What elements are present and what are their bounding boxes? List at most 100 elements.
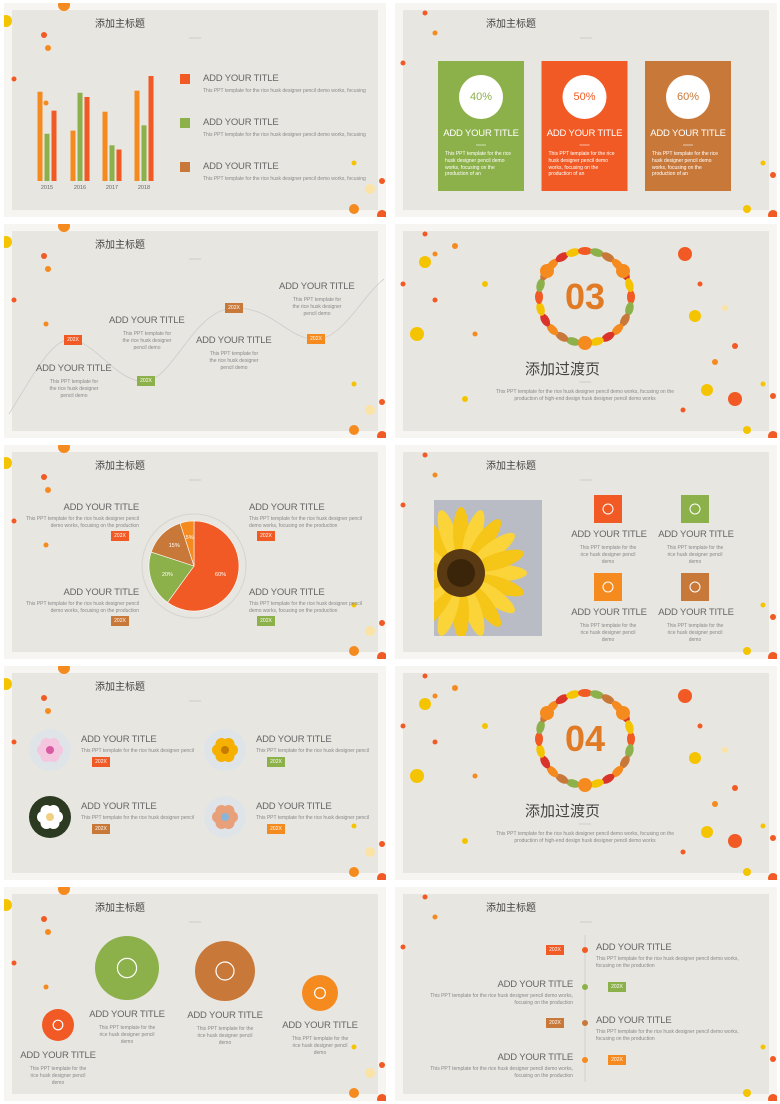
slide-title: 添加主标题 [95,19,145,30]
decor-dot [4,236,12,248]
decor-dot [379,620,385,626]
section-text: This PPT template for the rice husk desi… [495,831,675,844]
item-text: This PPT template for the rice husk desi… [291,1036,349,1056]
item-heading: ADD YOUR TITLE [196,335,272,346]
legend-swatch [180,74,190,84]
item-text: This PPT template for the rice husk desi… [666,545,724,565]
decor-dot [472,773,478,779]
year-badge: 202X [257,616,275,626]
icon-glyph [215,961,235,981]
decor-dot [351,602,357,608]
decor-dot [760,160,766,166]
wreath-leaf [601,773,615,784]
slide-canvas [4,3,386,217]
bar [116,149,122,181]
decor-dot [351,1044,357,1050]
slice-label: 20% [161,571,173,578]
bar [44,133,50,181]
decor-dot [432,251,438,257]
slide-title: 添加主标题 [95,682,145,693]
slide: 添加主标题 2015 2016 2017 2018 ADD YOUR TITLE This … [4,3,386,217]
flower-center-inner [447,559,475,587]
decor-dot [43,321,49,327]
decor-dot [743,1089,751,1097]
pumpkin [616,706,630,720]
pie-slice [148,551,195,603]
icon-glyph [689,581,701,593]
slide-canvas [4,666,386,880]
icon-glyph [602,503,614,515]
petal [434,519,455,563]
decor-dot [432,693,438,699]
card-text: This PPT template for the rice husk desi… [445,151,512,178]
wreath-leaf [555,331,569,342]
icon-box [681,495,709,523]
slice-label: 5% [185,535,194,542]
card-circle [459,75,503,119]
decor-dot [722,305,728,311]
decor-dot [768,431,777,438]
card-heading: ADD YOUR TITLE [650,128,726,139]
pumpkin [616,264,630,278]
decor-dot [422,231,428,237]
item-text: This PPT template for the rice husk desi… [596,1029,739,1042]
decor-dot [11,297,17,303]
slide: 添加主标题 40% ADD YOUR TITLE This PPT template … [395,3,777,217]
decor-dot [379,399,385,405]
section-title: 添加过渡页 [525,361,601,378]
card-circle [562,75,607,119]
decor-dot [689,752,701,764]
legend-swatch [180,162,190,172]
decor-dot [410,769,424,783]
decor-dot [432,30,438,36]
wreath-leaf [611,765,624,778]
decor-dot [732,785,738,791]
wreath-leaf [625,744,634,758]
decor-dot [4,899,12,911]
item-heading: ADD YOUR TITLE [596,1015,672,1026]
decor-dot [462,396,468,402]
petal [474,574,524,597]
decor-dot [45,487,51,493]
x-tick-label: 2015 [40,185,54,191]
card-text: This PPT template for the rice husk desi… [548,151,615,178]
decor-dot [419,698,431,710]
card-circle [666,75,710,119]
petal [434,579,451,614]
decor-dot [11,518,17,524]
petal [437,586,460,636]
wreath-leaf [625,302,634,316]
x-tick-label: 2018 [137,185,151,191]
item-heading: ADD YOUR TITLE [36,363,112,374]
decor-dot [743,868,751,876]
decor-dot [432,739,438,745]
year-badge: 202X [608,1055,626,1065]
decor-dot [462,838,468,844]
icon-glyph [689,503,701,515]
item-text: This PPT template for the rice husk desi… [203,176,366,182]
decor-dot [689,310,701,322]
decor-dot [11,739,17,745]
decor-dot [472,331,478,337]
slide: 添加主标题 202X ADD YOUR TITLE This PPT template… [395,887,777,1101]
pie-slice [179,520,195,567]
wreath-leaf [601,331,615,342]
slide: 03 添加过渡页 This PPT template for the rice hu… [395,224,777,438]
slide-canvas [4,224,386,438]
slide: 添加主标题 ADD YOUR TITLE This PPT template for… [4,666,386,880]
item-text: This PPT template for the rice husk desi… [25,516,139,529]
petal [467,583,502,627]
decor-dot [482,281,488,287]
decor-dot [41,695,47,701]
item-text: This PPT template for the rice husk desi… [49,379,99,399]
petal [434,583,455,627]
wreath-leaf [536,720,545,734]
bar [102,111,108,181]
wreath-leaf [546,765,559,778]
icon-glyph [52,1019,64,1031]
wreath-leaf [625,720,634,734]
item-heading: ADD YOUR TITLE [256,801,332,812]
item-heading: ADD YOUR TITLE [63,587,139,598]
decor-dot [351,823,357,829]
wreath-leaf [540,755,551,769]
